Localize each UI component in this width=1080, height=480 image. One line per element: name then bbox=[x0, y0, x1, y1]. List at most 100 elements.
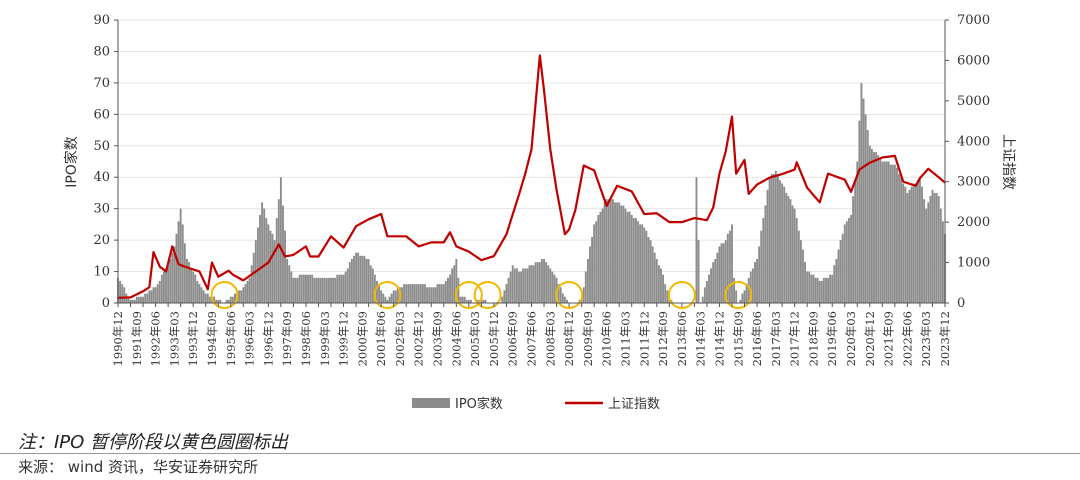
ipo-bar bbox=[733, 277, 736, 303]
ipo-bar bbox=[158, 280, 161, 303]
ipo-bar bbox=[927, 202, 930, 303]
ipo-bar bbox=[762, 218, 765, 303]
ipo-bar bbox=[804, 262, 807, 303]
ipo-bar bbox=[754, 262, 756, 303]
right-tick-label: 0 bbox=[957, 296, 965, 311]
ipo-bar bbox=[392, 290, 395, 303]
ipo-bar bbox=[666, 290, 669, 303]
ipo-bar bbox=[169, 258, 172, 303]
ipo-bar bbox=[463, 296, 466, 303]
ipo-bar bbox=[781, 183, 784, 303]
ipo-bar bbox=[889, 164, 892, 303]
ipo-bar bbox=[799, 240, 802, 303]
ipo-bar bbox=[470, 299, 472, 303]
suspension-circle bbox=[555, 281, 584, 309]
ipo-bar bbox=[728, 230, 731, 303]
ipo-bar bbox=[175, 233, 178, 303]
ipo-bar bbox=[929, 196, 932, 303]
ipo-bar bbox=[415, 284, 418, 303]
ipo-bar bbox=[277, 199, 280, 303]
x-tick-label: 2000年09 bbox=[355, 311, 369, 366]
x-tick-label: 1996年12 bbox=[261, 311, 275, 366]
ipo-bar bbox=[467, 299, 470, 303]
ipo-bar bbox=[350, 258, 353, 303]
ipo-bar bbox=[286, 258, 289, 303]
chart-note: 注：IPO 暂停阶段以黄色圆圈标出 bbox=[18, 432, 289, 453]
ipo-bar bbox=[779, 180, 781, 303]
ipo-bar bbox=[589, 246, 591, 303]
ipo-bar bbox=[879, 158, 882, 303]
ipo-bar bbox=[701, 296, 704, 303]
ipo-bar bbox=[396, 287, 399, 303]
ipo-bar bbox=[436, 284, 439, 303]
ipo-bar bbox=[793, 208, 796, 303]
legend-label-index: 上证指数 bbox=[608, 397, 660, 412]
ipo-bar bbox=[522, 268, 525, 303]
ipo-bar bbox=[426, 287, 429, 303]
ipo-bar bbox=[795, 218, 798, 303]
ipo-bar bbox=[937, 196, 940, 303]
ipo-bar bbox=[194, 274, 197, 303]
ipo-bar bbox=[288, 265, 291, 303]
x-tick-label: 2002年12 bbox=[412, 311, 426, 366]
ipo-bar bbox=[413, 284, 416, 303]
divider bbox=[0, 453, 1080, 454]
ipo-bar bbox=[582, 287, 585, 303]
ipo-bar bbox=[348, 262, 351, 303]
ipo-bar bbox=[390, 293, 393, 303]
ipo-bar bbox=[315, 277, 318, 303]
legend-swatch-ipo bbox=[412, 398, 450, 408]
ipo-bar bbox=[292, 277, 295, 303]
ipo-bar bbox=[192, 271, 195, 303]
ipo-bar bbox=[933, 192, 936, 303]
ipo-bar bbox=[655, 258, 658, 303]
ipo-bar bbox=[371, 268, 374, 303]
ipo-bar bbox=[378, 284, 380, 303]
ipo-bar bbox=[323, 277, 326, 303]
ipo-bar bbox=[183, 243, 186, 303]
ipo-bar bbox=[530, 265, 533, 303]
ipo-bar bbox=[831, 274, 834, 303]
ipo-bar bbox=[421, 284, 424, 303]
ipo-bar bbox=[787, 196, 790, 303]
ipo-bar bbox=[461, 296, 464, 303]
ipo-bar bbox=[756, 258, 758, 303]
ipo-bar bbox=[121, 284, 124, 303]
ipo-bar bbox=[507, 277, 510, 303]
right-tick-label: 6000 bbox=[957, 53, 990, 68]
ipo-bar bbox=[919, 177, 921, 303]
ipo-bar bbox=[438, 284, 441, 303]
ipo-bar bbox=[250, 265, 253, 303]
ipo-bar bbox=[259, 214, 261, 303]
ipo-bar bbox=[419, 284, 422, 303]
ipo-bar bbox=[541, 258, 543, 303]
ipo-bar bbox=[382, 293, 385, 303]
ipo-bar bbox=[148, 290, 151, 303]
ipo-bar bbox=[814, 277, 817, 303]
ipo-bar bbox=[246, 280, 249, 303]
ipo-bar bbox=[563, 296, 566, 303]
ipo-bar bbox=[827, 277, 829, 303]
x-tick-label: 1992年06 bbox=[149, 311, 163, 366]
x-tick-label: 2011年03 bbox=[618, 311, 632, 366]
ipo-suspension-circles bbox=[210, 281, 753, 309]
x-tick-label: 2005年12 bbox=[487, 311, 501, 366]
ipo-bar bbox=[708, 274, 710, 303]
ipo-bar bbox=[179, 208, 182, 303]
suspension-circle bbox=[473, 281, 502, 309]
ipo-bar bbox=[242, 287, 245, 303]
left-tick-label: 40 bbox=[93, 170, 110, 185]
suspension-circle bbox=[667, 281, 696, 309]
x-tick-label: 2005年03 bbox=[468, 311, 482, 366]
right-tick-label: 7000 bbox=[957, 13, 990, 28]
ipo-bar bbox=[298, 274, 301, 303]
ipo-bar bbox=[749, 271, 752, 303]
ipo-bar bbox=[119, 280, 122, 303]
ipo-bar bbox=[557, 284, 560, 303]
ipo-bar bbox=[835, 258, 838, 303]
ipo-bar bbox=[870, 148, 873, 303]
ipo-bar bbox=[745, 284, 748, 303]
ipo-bar bbox=[653, 252, 656, 303]
x-tick-label: 1999年12 bbox=[337, 311, 351, 366]
ipo-bar bbox=[624, 208, 627, 303]
